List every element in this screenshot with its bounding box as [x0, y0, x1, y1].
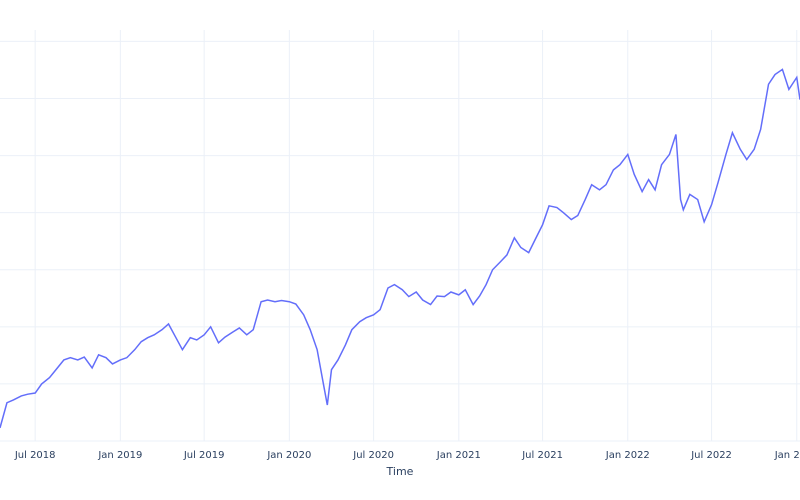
x-tick-label: Jan 2019	[97, 450, 142, 461]
data-line	[0, 68, 800, 429]
x-tick-label: Jul 2018	[14, 450, 56, 461]
x-tick-label: Jul 2020	[352, 450, 394, 461]
x-tick-label: Jan 2020	[266, 450, 311, 461]
x-tick-label: Jan 2022	[605, 450, 650, 461]
x-tick-label: Jul 2019	[183, 450, 225, 461]
x-tick-label: Jul 2022	[690, 450, 732, 461]
x-tick-label: Jan 2023	[774, 450, 800, 461]
x-tick-label: Jan 2021	[436, 450, 481, 461]
x-tick-label: Jul 2021	[521, 450, 563, 461]
x-axis-title: Time	[386, 465, 414, 478]
